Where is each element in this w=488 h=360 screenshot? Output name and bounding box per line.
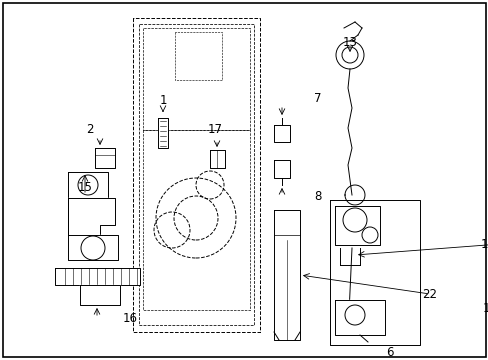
Text: 8: 8 <box>314 190 321 203</box>
Text: 14: 14 <box>482 301 488 315</box>
Text: 2: 2 <box>86 123 94 136</box>
Text: 1: 1 <box>159 94 166 107</box>
Text: 6: 6 <box>386 346 393 359</box>
Text: 7: 7 <box>314 91 321 104</box>
Polygon shape <box>209 150 224 168</box>
Polygon shape <box>273 125 289 142</box>
Polygon shape <box>68 235 118 260</box>
Text: 16: 16 <box>122 311 137 324</box>
Text: 17: 17 <box>207 123 222 136</box>
Polygon shape <box>95 148 115 168</box>
Polygon shape <box>334 300 384 335</box>
Polygon shape <box>329 200 419 345</box>
Text: 10: 10 <box>480 238 488 251</box>
Polygon shape <box>334 206 379 245</box>
Text: 15: 15 <box>78 181 92 194</box>
Polygon shape <box>80 285 120 305</box>
Polygon shape <box>68 198 115 235</box>
Polygon shape <box>158 118 168 148</box>
Polygon shape <box>68 172 108 198</box>
Polygon shape <box>55 268 140 285</box>
Text: 13: 13 <box>342 36 357 49</box>
Polygon shape <box>273 160 289 178</box>
Polygon shape <box>273 210 299 340</box>
Text: 22: 22 <box>422 288 437 301</box>
